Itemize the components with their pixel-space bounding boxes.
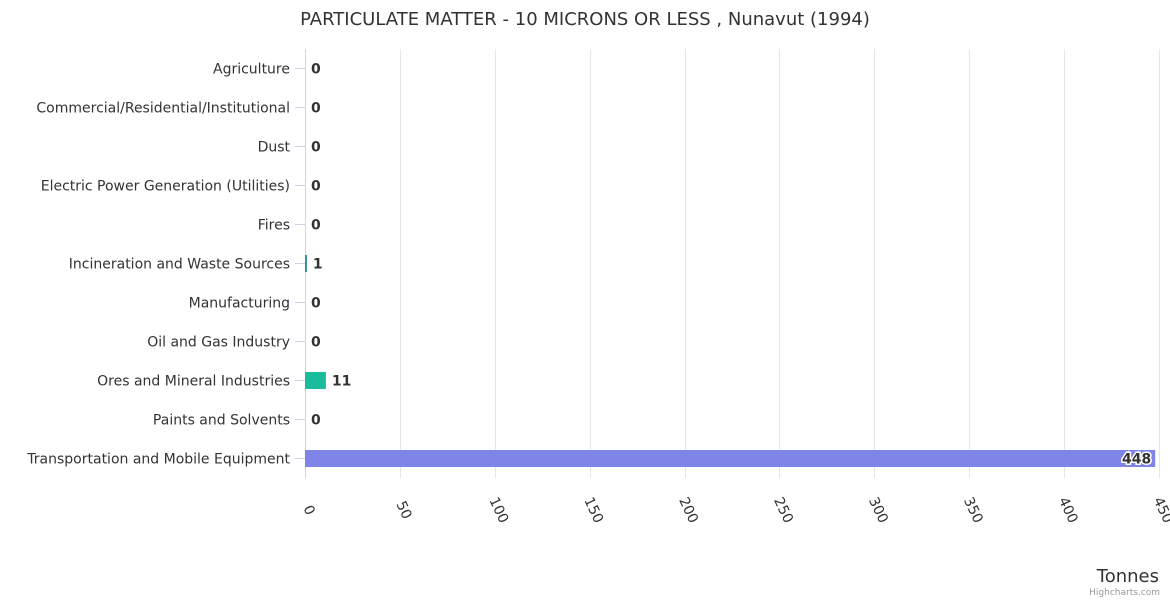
chart-title: PARTICULATE MATTER - 10 MICRONS OR LESS … [300,9,870,30]
grid-lines [295,49,1160,478]
bar[interactable] [305,255,307,272]
data-label: 0 [311,101,321,117]
x-tick-label: 250 [770,495,796,526]
data-label: 0 [311,218,321,234]
x-tick-label: 400 [1055,495,1081,526]
data-label: 0 [311,62,321,78]
x-axis-title: Tonnes [1096,566,1159,587]
credits-link[interactable]: Highcharts.com [1089,588,1160,598]
category-label: Oil and Gas Industry [147,335,290,351]
x-tick-label: 100 [486,495,512,526]
x-tick-label: 350 [960,495,986,526]
bars [305,255,1156,467]
data-label: 448 [1122,452,1151,468]
x-tick-label: 300 [865,495,891,526]
data-label: 0 [311,140,321,156]
data-label: 1 [313,257,323,273]
x-tick-label: 0 [299,503,317,518]
category-label: Transportation and Mobile Equipment [26,452,290,468]
category-label: Commercial/Residential/Institutional [36,101,290,117]
category-label: Agriculture [213,62,290,78]
data-label: 0 [311,335,321,351]
category-label: Dust [258,140,291,156]
category-label: Manufacturing [189,296,290,312]
bar[interactable] [305,450,1156,467]
data-label: 0 [311,179,321,195]
category-label: Fires [258,218,290,234]
category-label: Paints and Solvents [153,413,290,429]
x-tick-label: 150 [580,495,606,526]
data-label: 11 [332,374,351,390]
data-labels: 0 0 0 0 0 1 0 0 11 0 448 [311,62,1153,470]
category-label: Electric Power Generation (Utilities) [41,179,290,195]
category-label: Incineration and Waste Sources [69,257,290,273]
data-label: 0 [311,413,321,429]
data-label: 0 [311,296,321,312]
category-label: Ores and Mineral Industries [97,374,290,390]
bar[interactable] [305,372,326,389]
x-tick-label: 200 [675,495,701,526]
x-tick-label: 50 [392,499,414,522]
x-axis-ticks: 0 50 100 150 200 250 300 350 400 450 [299,495,1170,526]
x-tick-label: 450 [1150,495,1170,526]
category-labels: Agriculture Commercial/Residential/Instit… [26,62,290,468]
